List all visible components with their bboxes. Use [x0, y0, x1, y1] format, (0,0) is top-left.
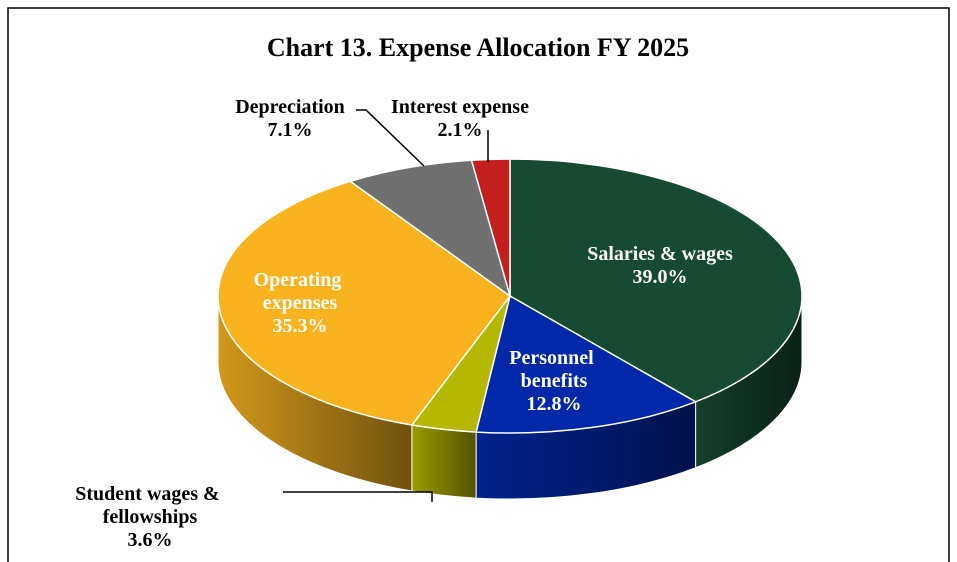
- value-label: 12.8%: [527, 393, 582, 415]
- leader-line: [356, 109, 425, 167]
- label-line: Depreciation: [235, 96, 345, 118]
- value-label: 39.0%: [633, 266, 688, 288]
- slice-label: Depreciation: [235, 96, 345, 118]
- label-line: Student wages &: [75, 483, 224, 505]
- slice: [217, 180, 512, 426]
- label-line: Salaries & wages: [587, 243, 733, 265]
- pie-sides: [217, 295, 803, 500]
- pie-tops: [217, 158, 803, 434]
- chart-title: Chart 13. Expense Allocation FY 2025: [267, 33, 689, 62]
- label-line: Personnel: [509, 347, 598, 369]
- leader-lines: [283, 109, 489, 502]
- value-label: 2.1%: [438, 119, 483, 141]
- slice-label: Personnel benefits: [509, 347, 598, 392]
- slice-side: [411, 424, 477, 499]
- slice: [470, 158, 511, 297]
- leader-line: [283, 491, 433, 502]
- slice-label: Interest expense: [391, 96, 529, 118]
- slice: [348, 159, 512, 298]
- label-line: expenses: [263, 292, 338, 314]
- value-label: 35.3%: [273, 315, 328, 337]
- slice-label: Student wages & fellowships: [75, 483, 224, 528]
- label-line: Operating: [254, 269, 347, 291]
- slice: [509, 158, 803, 403]
- slice-label: Operating expenses: [254, 269, 347, 314]
- label-line: benefits: [521, 370, 588, 392]
- label-line: Interest expense: [391, 96, 529, 118]
- label-line: fellowships: [103, 506, 198, 528]
- slice: [475, 294, 698, 434]
- chart-frame: [7, 7, 950, 562]
- slice-label: Salaries & wages: [587, 243, 733, 265]
- value-label: 3.6%: [128, 529, 173, 551]
- value-label: 7.1%: [268, 119, 313, 141]
